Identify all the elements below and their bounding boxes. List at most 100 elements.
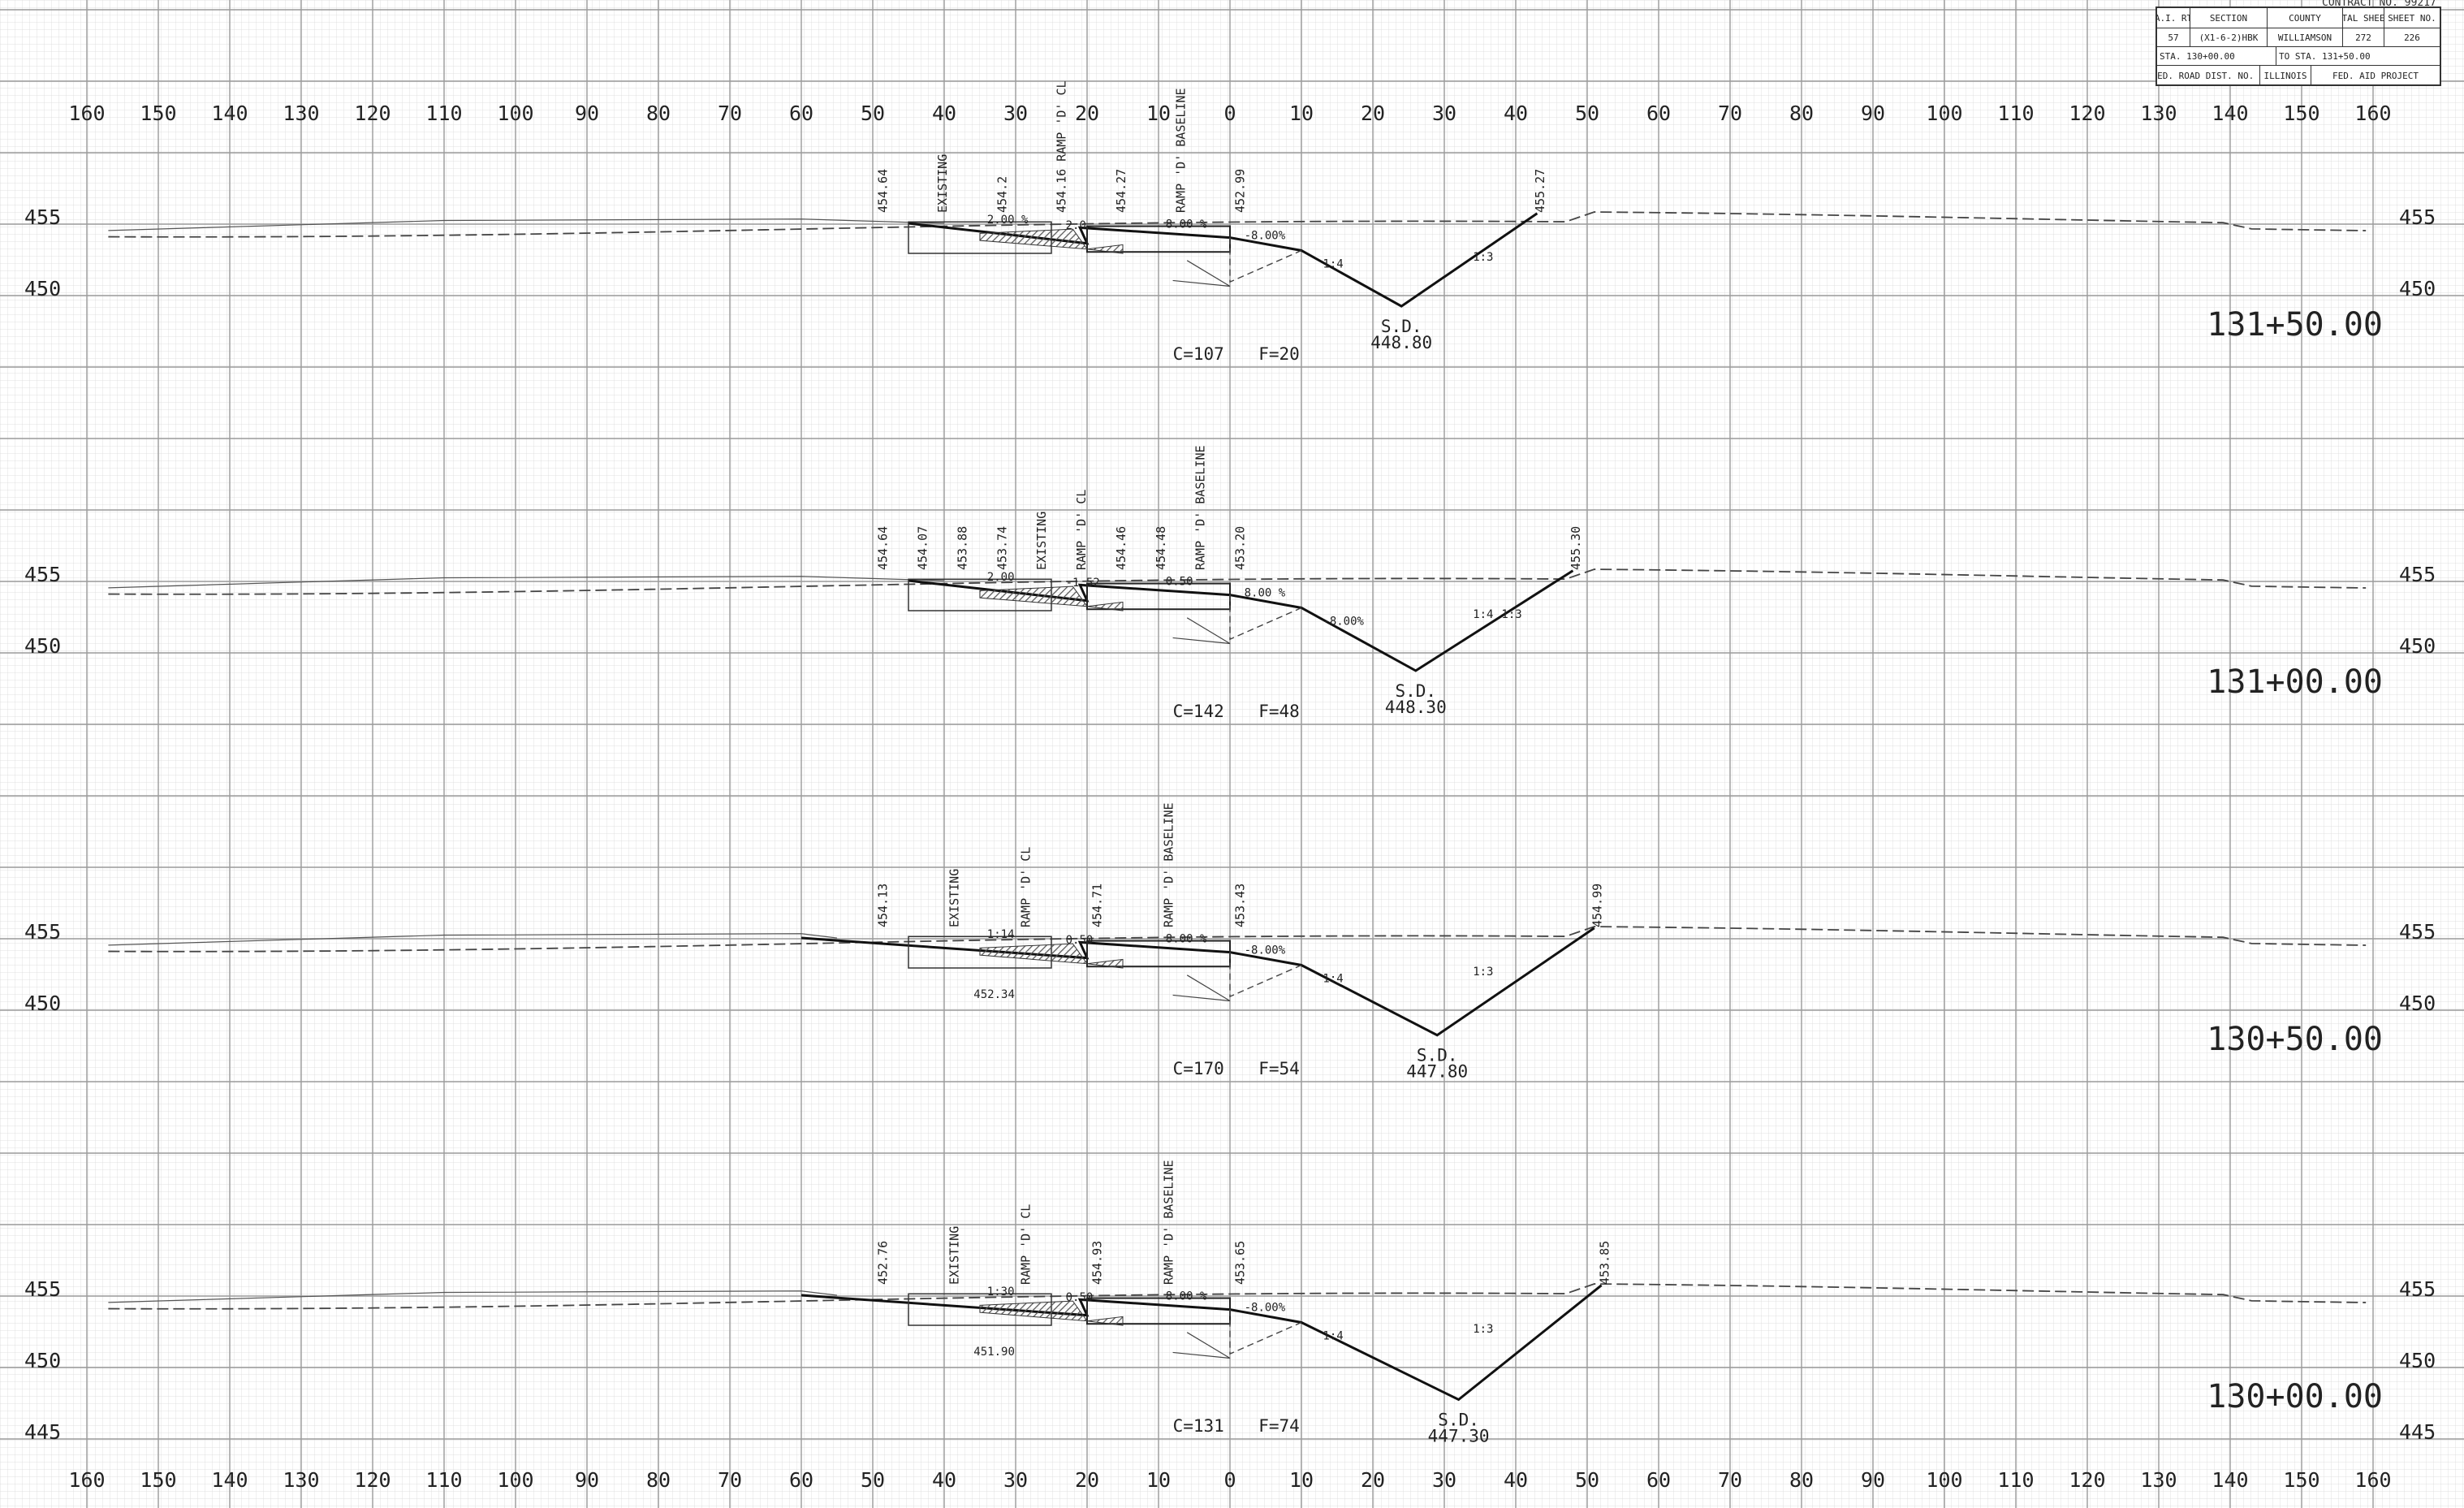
slope-label: -8.00% (1245, 1301, 1286, 1314)
tb-total-sheets: 272 (2343, 28, 2384, 46)
existing-ground-line (108, 211, 2367, 238)
vertical-annotation: RAMP 'D' BASELINE (1162, 1160, 1176, 1285)
elevation-label-left: 455 (24, 920, 61, 944)
slope-label: 1:14 (987, 928, 1015, 941)
slope-label: 2.00 (987, 571, 1015, 584)
offset-tick-label: 50 (1575, 102, 1599, 125)
slope-label: -8.00% (1323, 616, 1364, 629)
offset-tick-label: 140 (2212, 1468, 2248, 1492)
vertical-annotation: 452.76 (876, 1241, 891, 1285)
elevation-label-left: 455 (24, 563, 61, 586)
offset-tick-label: 80 (646, 102, 671, 125)
elevation-label-left: 445 (24, 1420, 61, 1444)
fill-quantity: F=54 (1258, 1059, 1300, 1078)
vertical-annotation: EXISTING (935, 154, 950, 213)
vertical-annotation: 454.27 (1114, 169, 1128, 213)
fill-hatch-area (1086, 958, 1124, 969)
slope-label: 0.50 (1066, 1291, 1094, 1304)
ditch-detail-line (1172, 617, 1231, 645)
offset-tick-label: 40 (932, 1468, 956, 1492)
vertical-annotation: EXISTING (947, 1226, 962, 1285)
vertical-annotation: 454.2 (995, 176, 1009, 213)
cross-section-131+50.00: 455 455 450 450 S.D.448.80 C=107 F=20 131+50.00… (24, 80, 2436, 364)
contract-number: CONTRACT NO. 99217 (2322, 0, 2436, 9)
vertical-annotation: 454.46 (1114, 526, 1128, 570)
tb-county: WILLIAMSON (2268, 28, 2343, 46)
ditch-detail-line (1172, 974, 1231, 1002)
offset-tick-label: 30 (1432, 102, 1456, 125)
offset-tick-label: 70 (1718, 102, 1742, 125)
fill-quantity: F=20 (1258, 344, 1300, 364)
offset-tick-label: 90 (575, 102, 599, 125)
offset-tick-label: 60 (789, 1468, 813, 1492)
offset-tick-label: 100 (497, 1468, 533, 1492)
offset-tick-label: 110 (1997, 1468, 2034, 1492)
offset-tick-label: 100 (1926, 102, 1962, 125)
offset-tick-label: 140 (211, 102, 248, 125)
offset-tick-label: 160 (68, 102, 105, 125)
tb-sheet-no: 226 (2404, 32, 2420, 43)
existing-ground-line (108, 568, 2367, 595)
elevation-label-right: 450 (2399, 634, 2436, 658)
offset-tick-label: 150 (2283, 102, 2319, 125)
vertical-annotation: RAMP 'D' BASELINE (1193, 445, 1208, 570)
offset-tick-label: 50 (861, 1468, 885, 1492)
station-label: 130+00.00 (2207, 1378, 2383, 1415)
existing-ground-line (108, 926, 2367, 953)
ditch-label: S.D. (1417, 1046, 1458, 1065)
vertical-annotation: 454.99 (1590, 884, 1605, 927)
offset-scale-bottom: 160 150 140 130 120 110 100 90 80 70 60 50 40 30 20 10 0… (68, 1468, 2391, 1492)
vertical-annotation: 454.16 RAMP 'D' CL (1055, 80, 1069, 213)
subgrade-line (1229, 594, 1302, 641)
slope-label: 8.00 % (1166, 1290, 1207, 1303)
vertical-annotation: 453.88 (955, 526, 969, 570)
offset-tick-label: 70 (1718, 1468, 1742, 1492)
elevation-label-right: 455 (2399, 563, 2436, 586)
low-point-elevation: 451.90 (973, 1346, 1015, 1359)
ditch-detail-line (1172, 260, 1231, 287)
ditch-elevation: 447.30 (1428, 1427, 1490, 1446)
offset-tick-label: 110 (1997, 102, 2034, 125)
offset-tick-label: 80 (646, 1468, 671, 1492)
offset-tick-label: 150 (140, 1468, 176, 1492)
subgrade-line (1229, 952, 1302, 998)
slope-label: 1:4 (1473, 608, 1493, 621)
offset-tick-label: 120 (2069, 102, 2105, 125)
slope-label: 1:30 (987, 1285, 1015, 1298)
ditch-elevation: 448.80 (1370, 333, 1432, 352)
offset-tick-label: 160 (68, 1468, 105, 1492)
tb-station-from: STA. 130+00.00 (2157, 47, 2276, 65)
elevation-label-right: 450 (2399, 992, 2436, 1015)
vertical-annotation: 453.20 (1233, 526, 1248, 570)
existing-ground-line (108, 1283, 2367, 1310)
offset-tick-label: 20 (1361, 1468, 1385, 1492)
ditch-label: S.D. (1381, 317, 1422, 336)
offset-tick-label: 80 (1789, 1468, 1814, 1492)
offset-tick-label: 40 (1504, 102, 1528, 125)
vertical-annotation: RAMP 'D' CL (1074, 490, 1089, 570)
vertical-annotation: 452.99 (1233, 169, 1248, 213)
slope-label: 0.50 (1066, 934, 1094, 947)
tb-header-route: F.A.I. RTE. (2157, 8, 2190, 28)
station-label: 131+50.00 (2207, 306, 2383, 344)
offset-tick-label: 120 (354, 1468, 391, 1492)
vertical-annotation: 454.64 (876, 526, 891, 570)
vertical-annotation: 455.30 (1569, 526, 1583, 570)
vertical-annotation: EXISTING (947, 869, 962, 927)
vertical-annotation: RAMP 'D' CL (1019, 847, 1033, 927)
tb-route: 57 (2157, 28, 2190, 46)
offset-tick-label: 60 (1646, 1468, 1671, 1492)
offset-tick-label: 10 (1289, 102, 1314, 125)
cut-quantity: C=107 (1173, 344, 1224, 364)
existing-pavement-line (108, 218, 945, 231)
offset-tick-label: 130 (2140, 1468, 2177, 1492)
offset-tick-label: 30 (1432, 1468, 1456, 1492)
offset-tick-label: 40 (932, 102, 956, 125)
slope-label: 1:4 (1323, 258, 1343, 271)
offset-tick-label: 70 (718, 102, 742, 125)
elevation-label-left: 450 (24, 277, 61, 300)
offset-tick-label: 110 (425, 102, 462, 125)
elevation-label-left: 455 (24, 1277, 61, 1301)
